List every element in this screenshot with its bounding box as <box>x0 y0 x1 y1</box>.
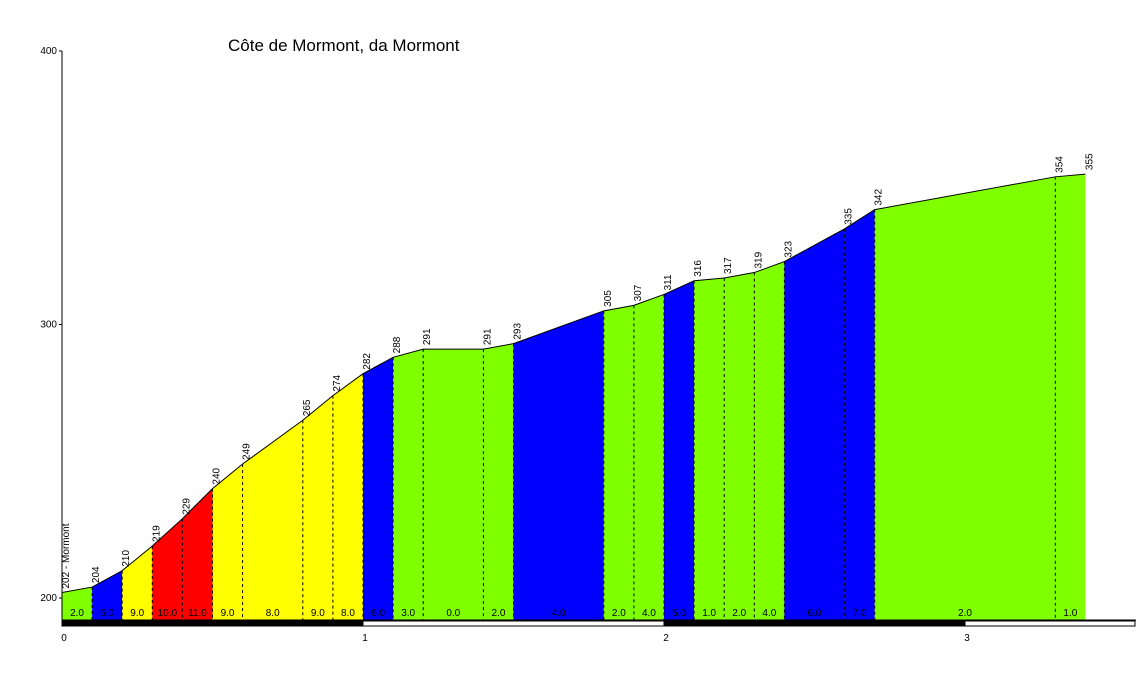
elevation-label-7: 265 <box>302 399 313 416</box>
y-axis-ticks: 200 300 400 <box>40 46 62 604</box>
gradient-label-5: 9.0 <box>221 608 235 619</box>
gradient-label-17: 1.0 <box>702 608 716 619</box>
elevation-label-6: 249 <box>242 443 253 460</box>
segment-area-17 <box>694 278 725 620</box>
distance-bar-km-3 <box>964 620 1136 627</box>
segment-area-10 <box>393 349 424 620</box>
segment-area-5 <box>212 463 243 620</box>
gradient-label-22: 2.0 <box>958 608 972 619</box>
segment-area-21 <box>844 209 875 620</box>
elevation-label-9: 282 <box>362 353 373 370</box>
segment-area-12 <box>483 343 514 620</box>
x-tick-label-0: 0 <box>61 633 67 644</box>
y-tick-label-2: 400 <box>40 46 57 57</box>
gradient-label-14: 2.0 <box>612 608 626 619</box>
gradient-label-23: 1.0 <box>1063 608 1077 619</box>
elevation-label-10: 288 <box>392 336 403 353</box>
elevation-label-19: 319 <box>753 251 764 268</box>
gradient-label-1: 6.0 <box>100 608 114 619</box>
elevation-label-11: 291 <box>422 328 433 345</box>
elevation-label-21: 335 <box>844 208 855 225</box>
gradient-label-2: 9.0 <box>130 608 144 619</box>
elevation-label-4: 229 <box>181 498 192 515</box>
segment-area-23 <box>1055 174 1086 620</box>
segment-area-11 <box>423 349 484 620</box>
distance-bar-km-1 <box>362 620 665 627</box>
segment-area-15 <box>633 294 664 620</box>
elevation-label-16: 311 <box>663 274 674 290</box>
elevation-label-5: 240 <box>212 467 223 484</box>
distance-bar-km-2 <box>663 620 966 627</box>
profile-line <box>61 173 1086 594</box>
elevation-label-2: 210 <box>121 550 132 567</box>
gradient-label-8: 8.0 <box>341 608 355 619</box>
x-tick-label-2: 2 <box>663 633 669 644</box>
segment-area-6 <box>242 420 303 620</box>
segment-area-20 <box>784 228 845 620</box>
gradient-label-13: 4.0 <box>552 608 566 619</box>
segment-area-3 <box>152 518 183 620</box>
segment-area-9 <box>363 357 394 620</box>
elevation-labels: 202 - Mormont 204 210 219 229 240 249 265 274 282… <box>61 153 1095 589</box>
gradient-label-11: 0.0 <box>446 608 460 619</box>
gradient-label-18: 2.0 <box>732 608 746 619</box>
gradient-label-3: 10.0 <box>158 608 178 619</box>
distance-bar-km-0 <box>61 620 364 627</box>
gradient-label-0: 2.0 <box>70 608 84 619</box>
segment-area-7 <box>302 395 333 620</box>
x-axis-ticks: 0 1 2 3 <box>61 620 970 644</box>
gradient-label-4: 11.0 <box>188 608 207 619</box>
gradient-label-6: 8.0 <box>266 608 280 619</box>
elevation-label-20: 323 <box>783 240 794 257</box>
axes <box>61 51 1136 621</box>
elevation-label-12: 291 <box>482 328 493 345</box>
gradient-label-16: 5.0 <box>672 608 686 619</box>
elevation-label-14: 305 <box>603 290 614 307</box>
y-tick-label-1: 300 <box>40 320 57 331</box>
gradient-label-21: 7.0 <box>853 608 867 619</box>
elevation-label-0: 202 - Mormont <box>61 523 72 588</box>
gradient-label-15: 4.0 <box>642 608 656 619</box>
segment-area-4 <box>182 488 213 620</box>
gradient-label-9: 6.0 <box>371 608 385 619</box>
gradient-label-12: 2.0 <box>491 608 505 619</box>
distance-bar <box>61 620 1136 627</box>
gradient-label-7: 9.0 <box>311 608 325 619</box>
profile-areas <box>62 174 1086 620</box>
y-tick-label-0: 200 <box>40 593 57 604</box>
segment-dividers <box>91 176 1056 620</box>
segment-area-18 <box>724 272 755 620</box>
segment-area-16 <box>664 280 695 620</box>
x-tick-label-3: 3 <box>964 633 970 644</box>
segment-area-13 <box>513 310 604 620</box>
elevation-label-22: 342 <box>874 189 885 206</box>
elevation-label-3: 219 <box>151 525 162 542</box>
profile-outline <box>61 173 1086 594</box>
gradient-labels: 2.0 6.0 9.0 10.0 11.0 9.0 8.0 9.0 8.0 6.0 3.0 0.0 2.… <box>70 608 1078 619</box>
gradient-label-10: 3.0 <box>401 608 415 619</box>
elevation-label-24: 355 <box>1084 153 1095 170</box>
segment-area-0 <box>62 587 93 620</box>
segment-area-8 <box>332 373 363 620</box>
elevation-label-18: 317 <box>723 257 734 274</box>
elevation-label-8: 274 <box>332 374 343 391</box>
x-tick-label-1: 1 <box>362 633 368 644</box>
chart-title: Côte de Mormont, da Mormont <box>228 36 460 55</box>
elevation-label-23: 354 <box>1054 156 1065 173</box>
segment-area-19 <box>754 261 785 620</box>
elevation-label-15: 307 <box>633 284 644 301</box>
segment-area-14 <box>603 305 634 620</box>
gradient-label-20: 6.0 <box>808 608 822 619</box>
gradient-label-19: 4.0 <box>762 608 776 619</box>
elevation-label-17: 316 <box>693 260 704 277</box>
elevation-label-13: 293 <box>513 323 524 340</box>
segment-area-22 <box>874 176 1056 620</box>
elevation-label-1: 204 <box>91 566 102 583</box>
